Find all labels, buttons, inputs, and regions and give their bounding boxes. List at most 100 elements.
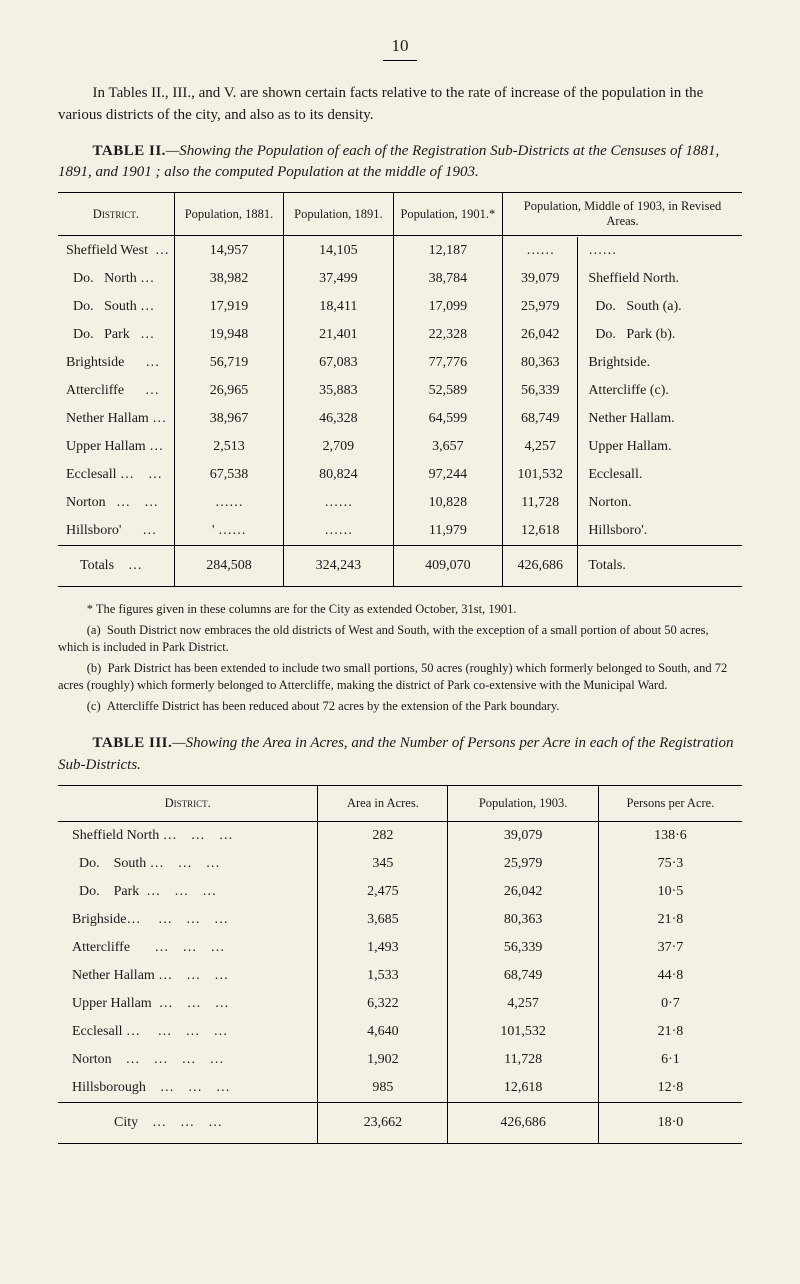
t2-totals-label: Totals … xyxy=(58,546,174,587)
t3-cell-ppa: 37·7 xyxy=(598,934,742,962)
t3-cell-area: 1,902 xyxy=(318,1046,448,1074)
t2-cell-1891: 37,499 xyxy=(284,265,393,293)
t2-cell-district: Do. North … xyxy=(58,265,174,293)
t2-cell-district: Attercliffe … xyxy=(58,377,174,405)
t3-cell-pop: 39,079 xyxy=(448,821,598,850)
t2-cell-revised: Upper Hallam. xyxy=(578,433,742,461)
t2-cell-1903: 39,079 xyxy=(503,265,578,293)
t2-cell-district: Upper Hallam … xyxy=(58,433,174,461)
table-iii: District. Area in Acres. Population, 190… xyxy=(58,785,742,1144)
t3-cell-area: 2,475 xyxy=(318,878,448,906)
t3-cell-ppa: 12·8 xyxy=(598,1074,742,1103)
t3-cell-ppa: 0·7 xyxy=(598,990,742,1018)
t2-cell-1901: 97,244 xyxy=(393,461,502,489)
t3-cell-area: 985 xyxy=(318,1074,448,1103)
t2-cell-1903: 80,363 xyxy=(503,349,578,377)
t3-cell-ppa: 21·8 xyxy=(598,906,742,934)
t3-cell-pop: 4,257 xyxy=(448,990,598,1018)
table-row: Ecclesall … …67,53880,82497,244101,532Ec… xyxy=(58,461,742,489)
t3-cell-ppa: 6·1 xyxy=(598,1046,742,1074)
t2-cell-1891: 35,883 xyxy=(284,377,393,405)
table-ii: District. Population, 1881. Population, … xyxy=(58,192,742,587)
table3-caption: TABLE III.—Showing the Area in Acres, an… xyxy=(58,733,742,777)
t2-cell-revised: Norton. xyxy=(578,489,742,517)
table-row: Hillsborough … … …98512,61812·8 xyxy=(58,1074,742,1103)
t3-cell-district: Attercliffe … … … xyxy=(58,934,318,962)
t2-cell-1891: 80,824 xyxy=(284,461,393,489)
t2-cell-district: Nether Hallam … xyxy=(58,405,174,433)
t2-cell-1901: 64,599 xyxy=(393,405,502,433)
t2-cell-district: Hillsboro' … xyxy=(58,517,174,546)
t2-h-1901: Population, 1901.* xyxy=(393,193,502,236)
t2-h-district: District. xyxy=(58,193,174,236)
t2-cell-1901: 3,657 xyxy=(393,433,502,461)
t2-cell-1901: 12,187 xyxy=(393,237,502,265)
t2-cell-1901: 77,776 xyxy=(393,349,502,377)
t2-cell-1881: 56,719 xyxy=(174,349,283,377)
table-ii-header-row: District. Population, 1881. Population, … xyxy=(58,193,742,236)
t3-totals-pop: 426,686 xyxy=(448,1102,598,1143)
t2-cell-1881: …… xyxy=(174,489,283,517)
t3-cell-ppa: 21·8 xyxy=(598,1018,742,1046)
t3-cell-district: Sheffield North … … … xyxy=(58,821,318,850)
t2-cell-1891: …… xyxy=(284,517,393,546)
t3-h-district: District. xyxy=(58,785,318,821)
page-root: 10 In Tables II., III., and V. are shown… xyxy=(0,0,800,1284)
table-row: Sheffield West …14,95714,10512,187………… xyxy=(58,237,742,265)
intro-paragraph: In Tables II., III., and V. are shown ce… xyxy=(58,83,742,127)
t3-cell-pop: 26,042 xyxy=(448,878,598,906)
page-number: 10 xyxy=(58,36,742,56)
t2-cell-1903: 26,042 xyxy=(503,321,578,349)
t3-h-ppa: Persons per Acre. xyxy=(598,785,742,821)
t2-cell-revised: Do. Park (b). xyxy=(578,321,742,349)
t2-cell-1901: 11,979 xyxy=(393,517,502,546)
table-row: Upper Hallam … … …6,3224,2570·7 xyxy=(58,990,742,1018)
table-row: Do. South …17,91918,41117,09925,979 Do. … xyxy=(58,293,742,321)
t3-cell-district: Brighside… … … … xyxy=(58,906,318,934)
t2-cell-1891: 67,083 xyxy=(284,349,393,377)
table-row: Brightside …56,71967,08377,77680,363Brig… xyxy=(58,349,742,377)
t2-cell-revised: Ecclesall. xyxy=(578,461,742,489)
t2-cell-1903: 25,979 xyxy=(503,293,578,321)
t2-cell-1891: 18,411 xyxy=(284,293,393,321)
table-row: Norton … … … …1,90211,7286·1 xyxy=(58,1046,742,1074)
t3-cell-ppa: 44·8 xyxy=(598,962,742,990)
table3-caption-bold: TABLE III. xyxy=(93,735,173,751)
t3-h-area: Area in Acres. xyxy=(318,785,448,821)
t2-totals-1881: 284,508 xyxy=(174,546,283,587)
table-row: Sheffield North … … …28239,079138·6 xyxy=(58,821,742,850)
page-number-rule xyxy=(383,60,417,61)
t2-cell-1901: 22,328 xyxy=(393,321,502,349)
footnote-star: * The figures given in these columns are… xyxy=(58,601,742,619)
t2-cell-1903: 56,339 xyxy=(503,377,578,405)
t2-cell-1903: 12,618 xyxy=(503,517,578,546)
t3-cell-pop: 56,339 xyxy=(448,934,598,962)
table-row: Do. South … … …34525,97975·3 xyxy=(58,850,742,878)
t2-cell-1901: 38,784 xyxy=(393,265,502,293)
t2-cell-1891: 14,105 xyxy=(284,237,393,265)
t2-cell-revised: Brightside. xyxy=(578,349,742,377)
t2-h-1903: Population, Middle of 1903, in Revised A… xyxy=(503,193,742,236)
table-row: Ecclesall … … … …4,640101,53221·8 xyxy=(58,1018,742,1046)
t3-cell-district: Nether Hallam … … … xyxy=(58,962,318,990)
t2-cell-district: Do. South … xyxy=(58,293,174,321)
t3-totals-label: City … … … xyxy=(58,1102,318,1143)
t2-cell-1901: 17,099 xyxy=(393,293,502,321)
t2-cell-revised: …… xyxy=(578,237,742,265)
t2-cell-district: Ecclesall … … xyxy=(58,461,174,489)
t2-cell-revised: Do. South (a). xyxy=(578,293,742,321)
t2-cell-district: Sheffield West … xyxy=(58,237,174,265)
table-row: Hillsboro' …' …………11,97912,618Hillsboro'… xyxy=(58,517,742,546)
t2-cell-1891: 2,709 xyxy=(284,433,393,461)
t3-cell-district: Do. Park … … … xyxy=(58,878,318,906)
t2-cell-1881: 14,957 xyxy=(174,237,283,265)
table2-footnotes: * The figures given in these columns are… xyxy=(58,601,742,715)
t2-cell-1903: 68,749 xyxy=(503,405,578,433)
t3-totals-row: City … … … 23,662 426,686 18·0 xyxy=(58,1102,742,1143)
table-row: Do. Park … … …2,47526,04210·5 xyxy=(58,878,742,906)
t2-cell-1881: ' …… xyxy=(174,517,283,546)
t3-cell-area: 1,533 xyxy=(318,962,448,990)
t2-cell-1903: 101,532 xyxy=(503,461,578,489)
table-row: Attercliffe …26,96535,88352,58956,339Att… xyxy=(58,377,742,405)
table-row: Nether Hallam … … …1,53368,74944·8 xyxy=(58,962,742,990)
